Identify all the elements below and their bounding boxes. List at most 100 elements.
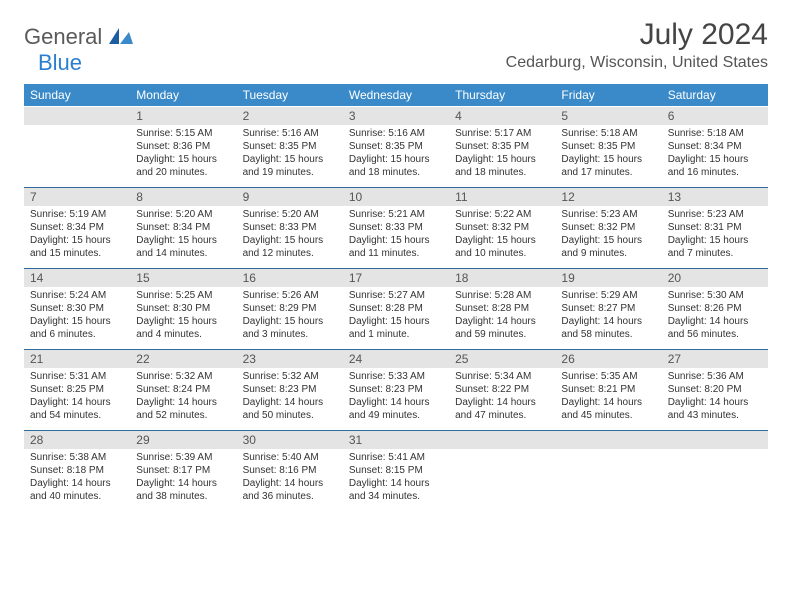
sunset-text: Sunset: 8:33 PM <box>243 221 337 234</box>
sunrise-text: Sunrise: 5:36 AM <box>668 370 762 383</box>
day-number: 29 <box>130 431 236 450</box>
sunset-text: Sunset: 8:34 PM <box>136 221 230 234</box>
sunrise-text: Sunrise: 5:15 AM <box>136 127 230 140</box>
daylight-text: Daylight: 15 hours and 16 minutes. <box>668 153 762 179</box>
day-number: 25 <box>449 350 555 369</box>
sunset-text: Sunset: 8:30 PM <box>30 302 124 315</box>
daylight-text: Daylight: 15 hours and 4 minutes. <box>136 315 230 341</box>
day-number: 22 <box>130 350 236 369</box>
sunrise-text: Sunrise: 5:26 AM <box>243 289 337 302</box>
day-detail-cell: Sunrise: 5:39 AMSunset: 8:17 PMDaylight:… <box>130 449 236 511</box>
daylight-text: Daylight: 14 hours and 47 minutes. <box>455 396 549 422</box>
day-number-row: 28293031 <box>24 431 768 450</box>
sunrise-text: Sunrise: 5:20 AM <box>136 208 230 221</box>
weekday-header-row: SundayMondayTuesdayWednesdayThursdayFrid… <box>24 84 768 107</box>
day-detail-cell <box>449 449 555 511</box>
weekday-header: Friday <box>555 84 661 107</box>
day-number <box>449 431 555 450</box>
daylight-text: Daylight: 14 hours and 54 minutes. <box>30 396 124 422</box>
day-number-row: 21222324252627 <box>24 350 768 369</box>
sunset-text: Sunset: 8:35 PM <box>561 140 655 153</box>
sunset-text: Sunset: 8:17 PM <box>136 464 230 477</box>
daylight-text: Daylight: 14 hours and 50 minutes. <box>243 396 337 422</box>
daylight-text: Daylight: 15 hours and 14 minutes. <box>136 234 230 260</box>
day-number-row: 123456 <box>24 107 768 126</box>
sunset-text: Sunset: 8:33 PM <box>349 221 443 234</box>
sunrise-text: Sunrise: 5:38 AM <box>30 451 124 464</box>
daylight-text: Daylight: 14 hours and 49 minutes. <box>349 396 443 422</box>
day-detail-cell: Sunrise: 5:35 AMSunset: 8:21 PMDaylight:… <box>555 368 661 431</box>
sunset-text: Sunset: 8:23 PM <box>243 383 337 396</box>
day-detail-cell: Sunrise: 5:21 AMSunset: 8:33 PMDaylight:… <box>343 206 449 269</box>
location-text: Cedarburg, Wisconsin, United States <box>506 54 768 72</box>
day-number: 23 <box>237 350 343 369</box>
day-detail-cell: Sunrise: 5:28 AMSunset: 8:28 PMDaylight:… <box>449 287 555 350</box>
day-detail-cell: Sunrise: 5:20 AMSunset: 8:34 PMDaylight:… <box>130 206 236 269</box>
day-number: 11 <box>449 188 555 207</box>
sunrise-text: Sunrise: 5:19 AM <box>30 208 124 221</box>
day-detail-cell <box>662 449 768 511</box>
day-detail-cell: Sunrise: 5:23 AMSunset: 8:31 PMDaylight:… <box>662 206 768 269</box>
sunrise-text: Sunrise: 5:25 AM <box>136 289 230 302</box>
daylight-text: Daylight: 15 hours and 1 minute. <box>349 315 443 341</box>
daylight-text: Daylight: 15 hours and 17 minutes. <box>561 153 655 179</box>
day-number: 1 <box>130 107 236 126</box>
day-number: 16 <box>237 269 343 288</box>
sunrise-text: Sunrise: 5:32 AM <box>136 370 230 383</box>
day-detail-cell: Sunrise: 5:32 AMSunset: 8:24 PMDaylight:… <box>130 368 236 431</box>
day-detail-cell: Sunrise: 5:30 AMSunset: 8:26 PMDaylight:… <box>662 287 768 350</box>
day-number: 10 <box>343 188 449 207</box>
sunset-text: Sunset: 8:27 PM <box>561 302 655 315</box>
day-number-row: 14151617181920 <box>24 269 768 288</box>
daylight-text: Daylight: 14 hours and 43 minutes. <box>668 396 762 422</box>
day-number-row: 78910111213 <box>24 188 768 207</box>
day-number: 2 <box>237 107 343 126</box>
day-number: 30 <box>237 431 343 450</box>
sunset-text: Sunset: 8:34 PM <box>30 221 124 234</box>
day-number: 21 <box>24 350 130 369</box>
day-number: 6 <box>662 107 768 126</box>
day-detail-cell: Sunrise: 5:38 AMSunset: 8:18 PMDaylight:… <box>24 449 130 511</box>
sunrise-text: Sunrise: 5:28 AM <box>455 289 549 302</box>
sunset-text: Sunset: 8:32 PM <box>561 221 655 234</box>
day-detail-row: Sunrise: 5:38 AMSunset: 8:18 PMDaylight:… <box>24 449 768 511</box>
day-number: 12 <box>555 188 661 207</box>
day-detail-cell: Sunrise: 5:15 AMSunset: 8:36 PMDaylight:… <box>130 125 236 188</box>
day-detail-cell: Sunrise: 5:22 AMSunset: 8:32 PMDaylight:… <box>449 206 555 269</box>
day-detail-cell: Sunrise: 5:27 AMSunset: 8:28 PMDaylight:… <box>343 287 449 350</box>
daylight-text: Daylight: 15 hours and 20 minutes. <box>136 153 230 179</box>
sunset-text: Sunset: 8:16 PM <box>243 464 337 477</box>
weekday-header: Wednesday <box>343 84 449 107</box>
daylight-text: Daylight: 14 hours and 38 minutes. <box>136 477 230 503</box>
daylight-text: Daylight: 14 hours and 59 minutes. <box>455 315 549 341</box>
day-detail-cell <box>555 449 661 511</box>
day-number: 24 <box>343 350 449 369</box>
day-number: 14 <box>24 269 130 288</box>
daylight-text: Daylight: 15 hours and 15 minutes. <box>30 234 124 260</box>
day-number: 19 <box>555 269 661 288</box>
sunset-text: Sunset: 8:34 PM <box>668 140 762 153</box>
brand-logo: General Blue <box>24 18 133 76</box>
sunset-text: Sunset: 8:24 PM <box>136 383 230 396</box>
day-number: 15 <box>130 269 236 288</box>
day-detail-cell: Sunrise: 5:26 AMSunset: 8:29 PMDaylight:… <box>237 287 343 350</box>
sunset-text: Sunset: 8:35 PM <box>455 140 549 153</box>
day-number: 8 <box>130 188 236 207</box>
sunrise-text: Sunrise: 5:23 AM <box>561 208 655 221</box>
daylight-text: Daylight: 14 hours and 58 minutes. <box>561 315 655 341</box>
sunrise-text: Sunrise: 5:34 AM <box>455 370 549 383</box>
day-number: 31 <box>343 431 449 450</box>
daylight-text: Daylight: 15 hours and 6 minutes. <box>30 315 124 341</box>
day-number: 17 <box>343 269 449 288</box>
daylight-text: Daylight: 14 hours and 40 minutes. <box>30 477 124 503</box>
brand-general: General <box>24 24 102 49</box>
title-block: July 2024 Cedarburg, Wisconsin, United S… <box>506 18 768 72</box>
sunset-text: Sunset: 8:20 PM <box>668 383 762 396</box>
day-detail-cell: Sunrise: 5:29 AMSunset: 8:27 PMDaylight:… <box>555 287 661 350</box>
sunrise-text: Sunrise: 5:24 AM <box>30 289 124 302</box>
sunset-text: Sunset: 8:15 PM <box>349 464 443 477</box>
day-detail-cell: Sunrise: 5:36 AMSunset: 8:20 PMDaylight:… <box>662 368 768 431</box>
sunset-text: Sunset: 8:29 PM <box>243 302 337 315</box>
sunrise-text: Sunrise: 5:21 AM <box>349 208 443 221</box>
sunset-text: Sunset: 8:35 PM <box>243 140 337 153</box>
